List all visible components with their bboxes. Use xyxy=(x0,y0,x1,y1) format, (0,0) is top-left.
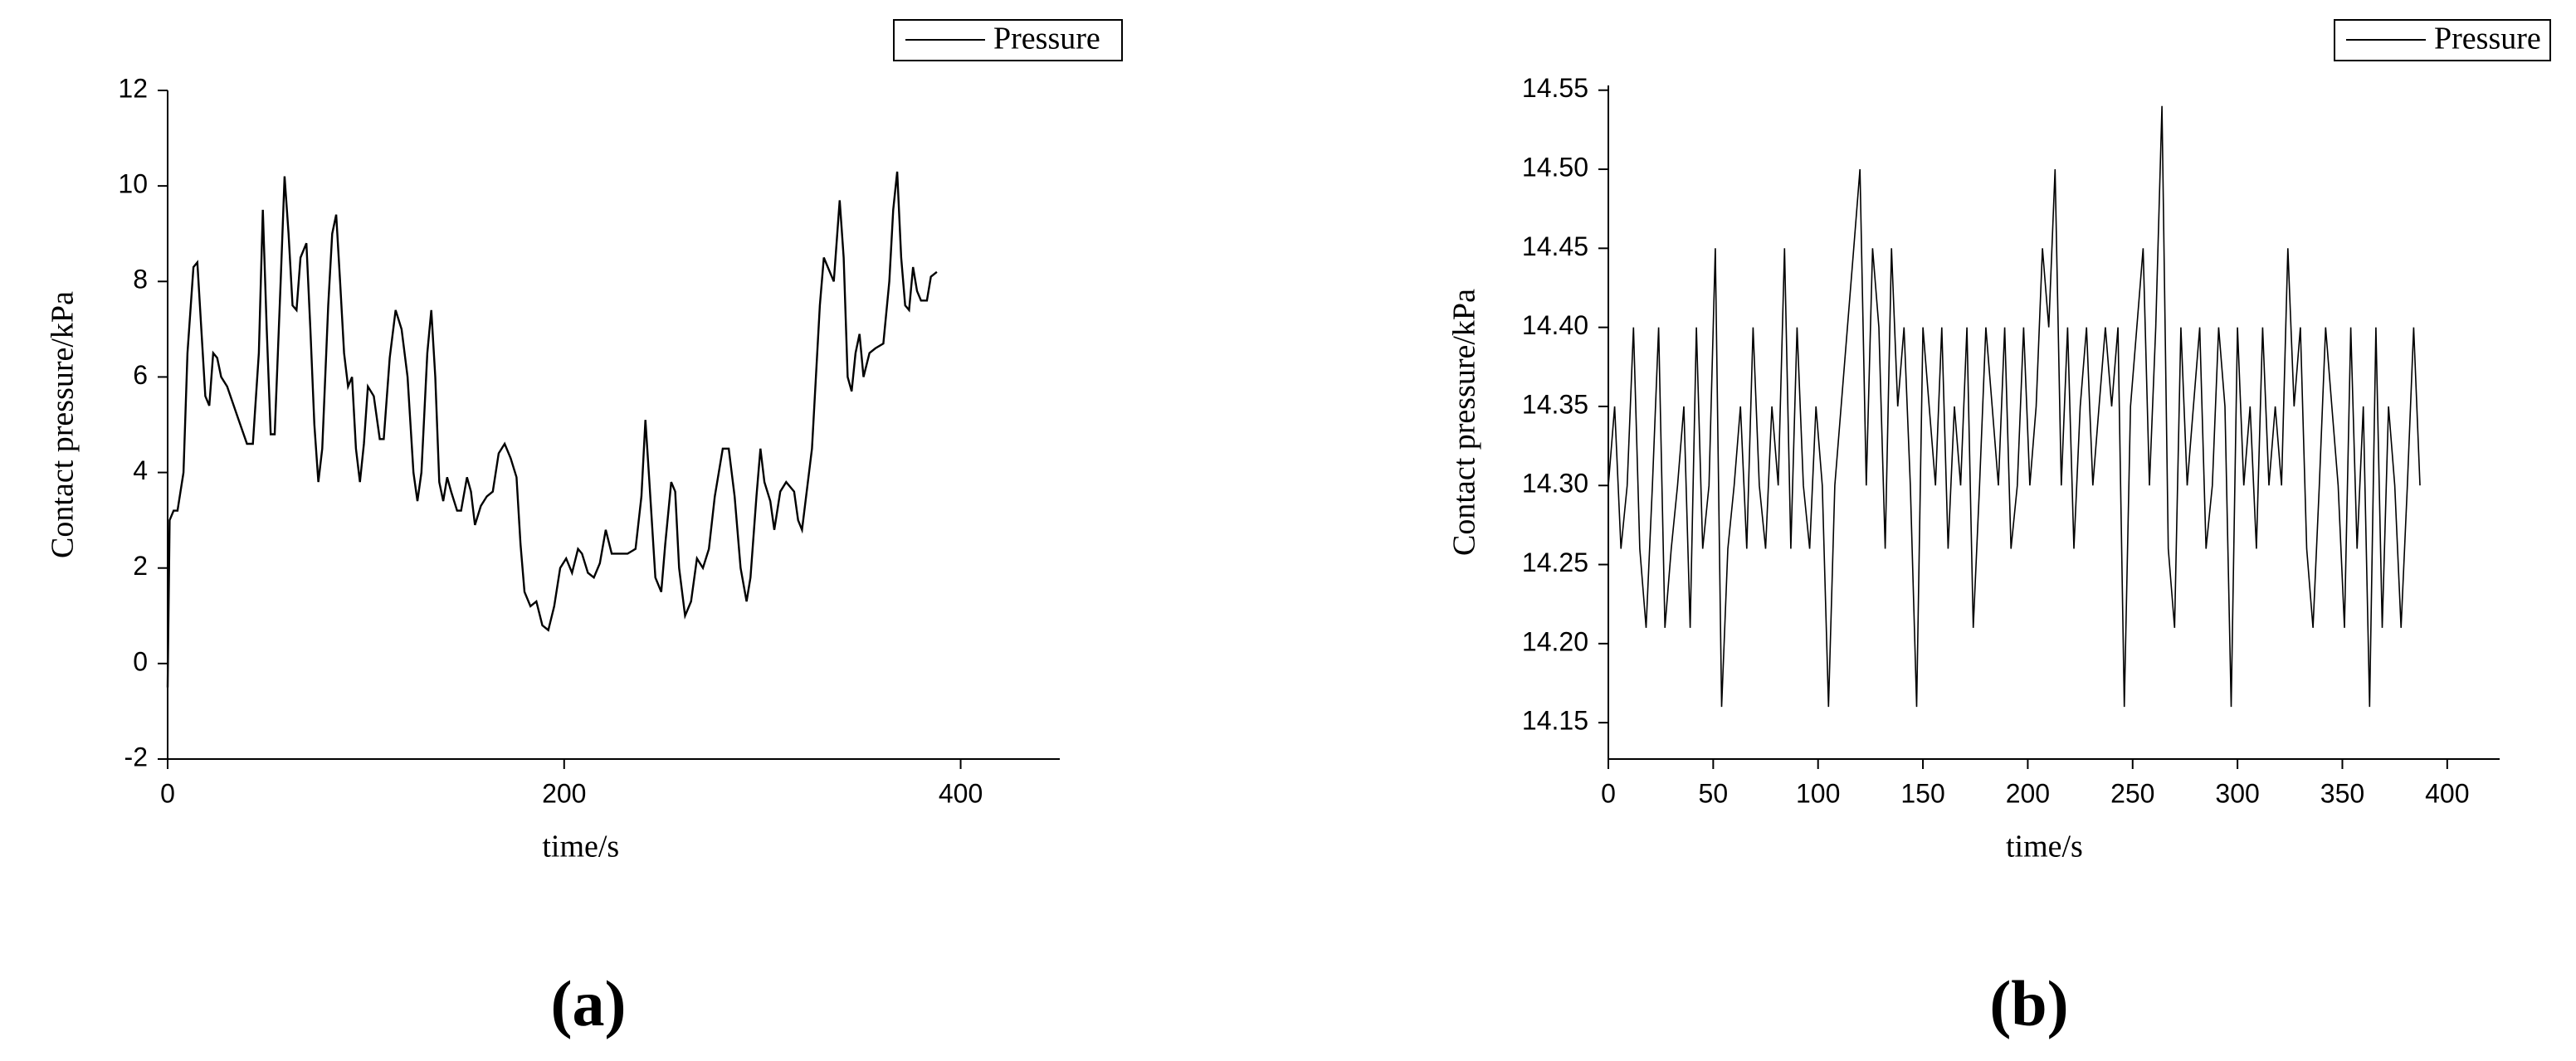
y-tick-label: 6 xyxy=(133,360,148,390)
x-tick-label: 200 xyxy=(2006,778,2050,808)
x-tick-label: 50 xyxy=(1699,778,1729,808)
x-tick-label: 250 xyxy=(2110,778,2154,808)
x-tick-label: 0 xyxy=(1601,778,1616,808)
x-tick-label: 150 xyxy=(1900,778,1944,808)
y-tick-label: 14.30 xyxy=(1522,469,1588,499)
y-tick-label: 14.25 xyxy=(1522,548,1588,577)
x-axis-label: time/s xyxy=(2006,830,2083,864)
x-tick-label: 400 xyxy=(939,778,983,808)
y-tick-label: 14.45 xyxy=(1522,231,1588,261)
panel-label: (b) xyxy=(1989,967,2068,1039)
y-tick-label: 10 xyxy=(118,169,148,199)
y-tick-label: 12 xyxy=(118,73,148,103)
y-tick-label: 14.35 xyxy=(1522,389,1588,419)
y-tick-label: 14.55 xyxy=(1522,73,1588,103)
y-tick-label: 14.15 xyxy=(1522,706,1588,736)
x-tick-label: 300 xyxy=(2215,778,2259,808)
y-axis-label: Contact pressure/kPa xyxy=(1447,289,1482,556)
x-tick-label: 0 xyxy=(160,778,175,808)
x-tick-label: 350 xyxy=(2320,778,2364,808)
panel-label: (a) xyxy=(551,967,627,1039)
y-tick-label: 4 xyxy=(133,455,148,485)
y-tick-label: 8 xyxy=(133,265,148,294)
y-tick-label: 14.20 xyxy=(1522,626,1588,656)
line xyxy=(1608,105,2421,708)
y-axis-label: Contact pressure/kPa xyxy=(46,291,80,558)
x-tick-label: 200 xyxy=(542,778,586,808)
legend-label: Pressure xyxy=(2434,22,2541,56)
y-tick-label: 2 xyxy=(133,551,148,581)
x-tick-label: 100 xyxy=(1796,778,1840,808)
y-tick-label: 14.40 xyxy=(1522,310,1588,340)
x-axis-label: time/s xyxy=(542,830,619,864)
x-tick-label: 400 xyxy=(2425,778,2469,808)
line xyxy=(166,171,938,688)
y-tick-label: 14.50 xyxy=(1522,152,1588,182)
y-tick-label: 0 xyxy=(133,646,148,676)
y-tick-label: -2 xyxy=(124,742,148,771)
legend-label: Pressure xyxy=(993,22,1100,56)
